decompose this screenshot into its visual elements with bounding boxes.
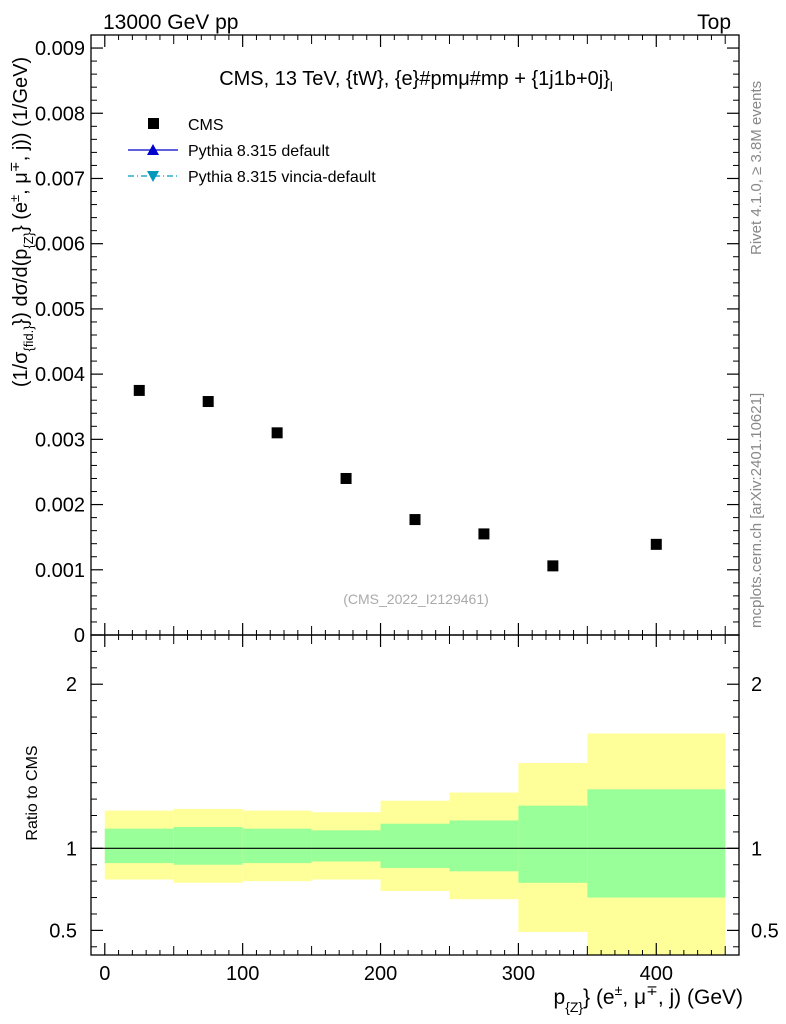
header-right: Top: [697, 11, 731, 34]
stat-uncertainty-band-3: [311, 830, 381, 862]
main-y-tick-label: 0.009: [35, 38, 85, 60]
main-y-tick-label: 0.008: [35, 103, 85, 125]
x-tick-label: 0: [99, 963, 110, 985]
stat-uncertainty-band-2: [242, 828, 312, 864]
main-y-tick-label: 0.006: [35, 234, 85, 256]
main-y-tick-label: 0.004: [35, 364, 85, 386]
legend-triangle-up-marker: [147, 144, 159, 155]
legend-label: Pythia 8.315 vincia-default: [188, 169, 376, 186]
header-left: 13000 GeV pp: [103, 11, 238, 34]
ratio-y-tick-label-left: 0.5: [49, 920, 77, 942]
cms-data-point: [409, 514, 421, 526]
cms-data-point: [547, 560, 559, 572]
cms-data-point: [650, 538, 662, 550]
main-title-text: CMS, 13 TeV, {tW}, {e}#pmμ#mp + {1j1b+0j…: [219, 68, 610, 90]
x-tick-label: 200: [364, 963, 397, 985]
main-y-tick-label: 0.005: [35, 299, 85, 321]
ratio-bands: [91, 733, 739, 955]
ratio-y-tick-label-left: 1: [66, 838, 77, 860]
mcplots-label: mcplots.cern.ch [arXiv:2401.10621]: [748, 393, 765, 628]
stat-uncertainty-band-7: [587, 789, 726, 898]
ratio-y-tick-label-right: 1: [751, 838, 762, 860]
main-y-tick-label: 0.001: [35, 560, 85, 582]
x-tick-label: 100: [226, 963, 259, 985]
legend-label: Pythia 8.315 default: [188, 143, 330, 160]
main-title: CMS, 13 TeV, {tW}, {e}#pmμ#mp + {1j1b+0j…: [219, 68, 613, 94]
main-y-tick-label: 0: [74, 625, 85, 647]
rivet-version-label: Rivet 4.1.0, ≥ 3.8M events: [748, 81, 765, 255]
main-ylabel: (1/σ{fid.}}) dσ/d(p{Z}} (e±, μ∓, j)) (1/…: [7, 57, 36, 387]
stat-uncertainty-band-6: [518, 805, 588, 883]
cms-data-point: [133, 384, 145, 396]
x-axis-label: p{Z}} (e±, μ∓, j) (GeV): [554, 982, 744, 1015]
cms-data-point: [340, 472, 352, 484]
data-points: [133, 384, 662, 572]
legend-entry-0: CMS: [148, 117, 224, 134]
ratio-y-tick-label-right: 0.5: [751, 920, 779, 942]
legend-label: CMS: [188, 117, 224, 134]
ratio-panel-frame: [90, 634, 740, 956]
cms-data-point: [271, 427, 283, 439]
ratio-y-tick-label-left: 2: [66, 674, 77, 696]
stat-uncertainty-band-5: [449, 820, 519, 872]
main-title-suffix: l: [610, 79, 613, 94]
legend-entry-2: Pythia 8.315 vincia-default: [128, 169, 376, 186]
main-y-tick-label: 0.003: [35, 429, 85, 451]
ratio-ylabel: Ratio to CMS: [24, 745, 41, 840]
cms-data-point: [202, 396, 214, 408]
legend-square-marker: [148, 118, 159, 129]
x-tick-label: 300: [502, 963, 535, 985]
stat-uncertainty-band-0: [104, 828, 174, 864]
main-y-tick-label: 0.007: [35, 168, 85, 190]
cms-data-point: [478, 528, 490, 540]
legend-triangle-down-marker: [147, 171, 159, 182]
analysis-watermark: (CMS_2022_I2129461): [343, 591, 489, 607]
ratio-y-tick-label-right: 2: [751, 674, 762, 696]
stat-uncertainty-band-1: [173, 827, 243, 865]
main-y-tick-label: 0.002: [35, 495, 85, 517]
legend: CMS Pythia 8.315 default Pythia 8.315 vinc…: [128, 117, 376, 186]
x-tick-label: 400: [640, 963, 673, 985]
stat-uncertainty-band-4: [380, 823, 450, 869]
legend-entry-1: Pythia 8.315 default: [128, 143, 330, 160]
axes: 0 0.001 0.002 0.003 0.004 0.005 0.006 0.007 0.00…: [35, 34, 779, 985]
